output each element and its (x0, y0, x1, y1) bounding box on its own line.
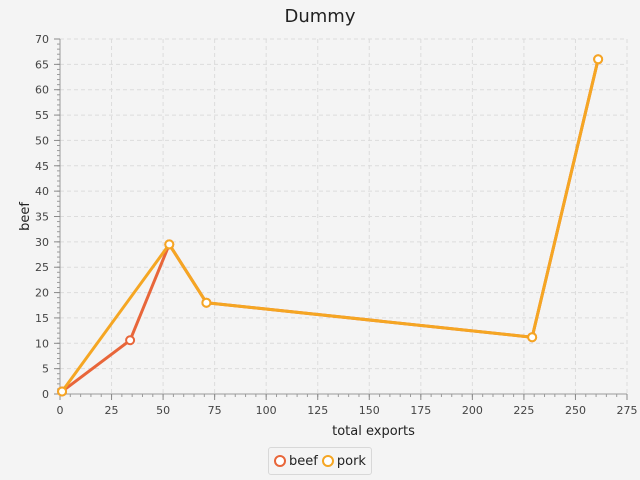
y-tick-label: 65 (35, 58, 49, 71)
y-tick-label: 5 (42, 363, 49, 376)
legend-item-pork: pork (321, 453, 366, 469)
y-tick-label: 70 (35, 33, 49, 46)
y-tick-label: 30 (35, 236, 49, 249)
x-tick-label: 50 (156, 404, 170, 417)
y-axis-title: beef (18, 202, 33, 231)
legend-label-beef: beef (289, 453, 318, 469)
series-line-pork (60, 58, 600, 393)
y-tick-label: 45 (35, 160, 49, 173)
chart-title: Dummy (284, 6, 356, 27)
y-tick-label: 35 (35, 211, 49, 224)
data-point-beef (125, 335, 136, 346)
legend-marker-pork (321, 455, 334, 467)
legend-item-beef: beef (274, 454, 318, 469)
y-tick-label: 60 (35, 84, 49, 97)
y-tick-label: 25 (35, 261, 49, 274)
x-tick-label: 0 (57, 404, 64, 417)
legend-label-pork: pork (336, 453, 366, 469)
x-tick-label: 275 (617, 404, 638, 417)
y-tick-label: 0 (42, 388, 49, 401)
y-tick-label: 20 (35, 287, 49, 300)
legend: beef pork (268, 447, 372, 475)
data-point-pork (201, 297, 212, 308)
y-tick-label: 10 (35, 337, 49, 350)
data-point-pork (57, 386, 68, 397)
data-point-pork (527, 332, 538, 343)
y-tick-label: 55 (35, 109, 49, 122)
x-tick-label: 125 (307, 404, 328, 417)
x-tick-label: 150 (359, 404, 380, 417)
x-tick-label: 75 (208, 404, 222, 417)
x-tick-label: 250 (565, 404, 586, 417)
data-point-pork (164, 239, 175, 250)
series-line-beef (61, 58, 600, 393)
x-tick-label: 100 (256, 404, 277, 417)
x-tick-label: 225 (513, 404, 534, 417)
legend-marker-beef (274, 455, 287, 467)
x-tick-label: 200 (462, 404, 483, 417)
x-axis-title: total exports (332, 424, 415, 439)
y-tick-label: 15 (35, 312, 49, 325)
y-tick-label: 40 (35, 185, 49, 198)
x-tick-label: 25 (105, 404, 119, 417)
y-tick-label: 50 (35, 134, 49, 147)
data-point-pork (593, 54, 604, 65)
x-tick-label: 175 (410, 404, 431, 417)
